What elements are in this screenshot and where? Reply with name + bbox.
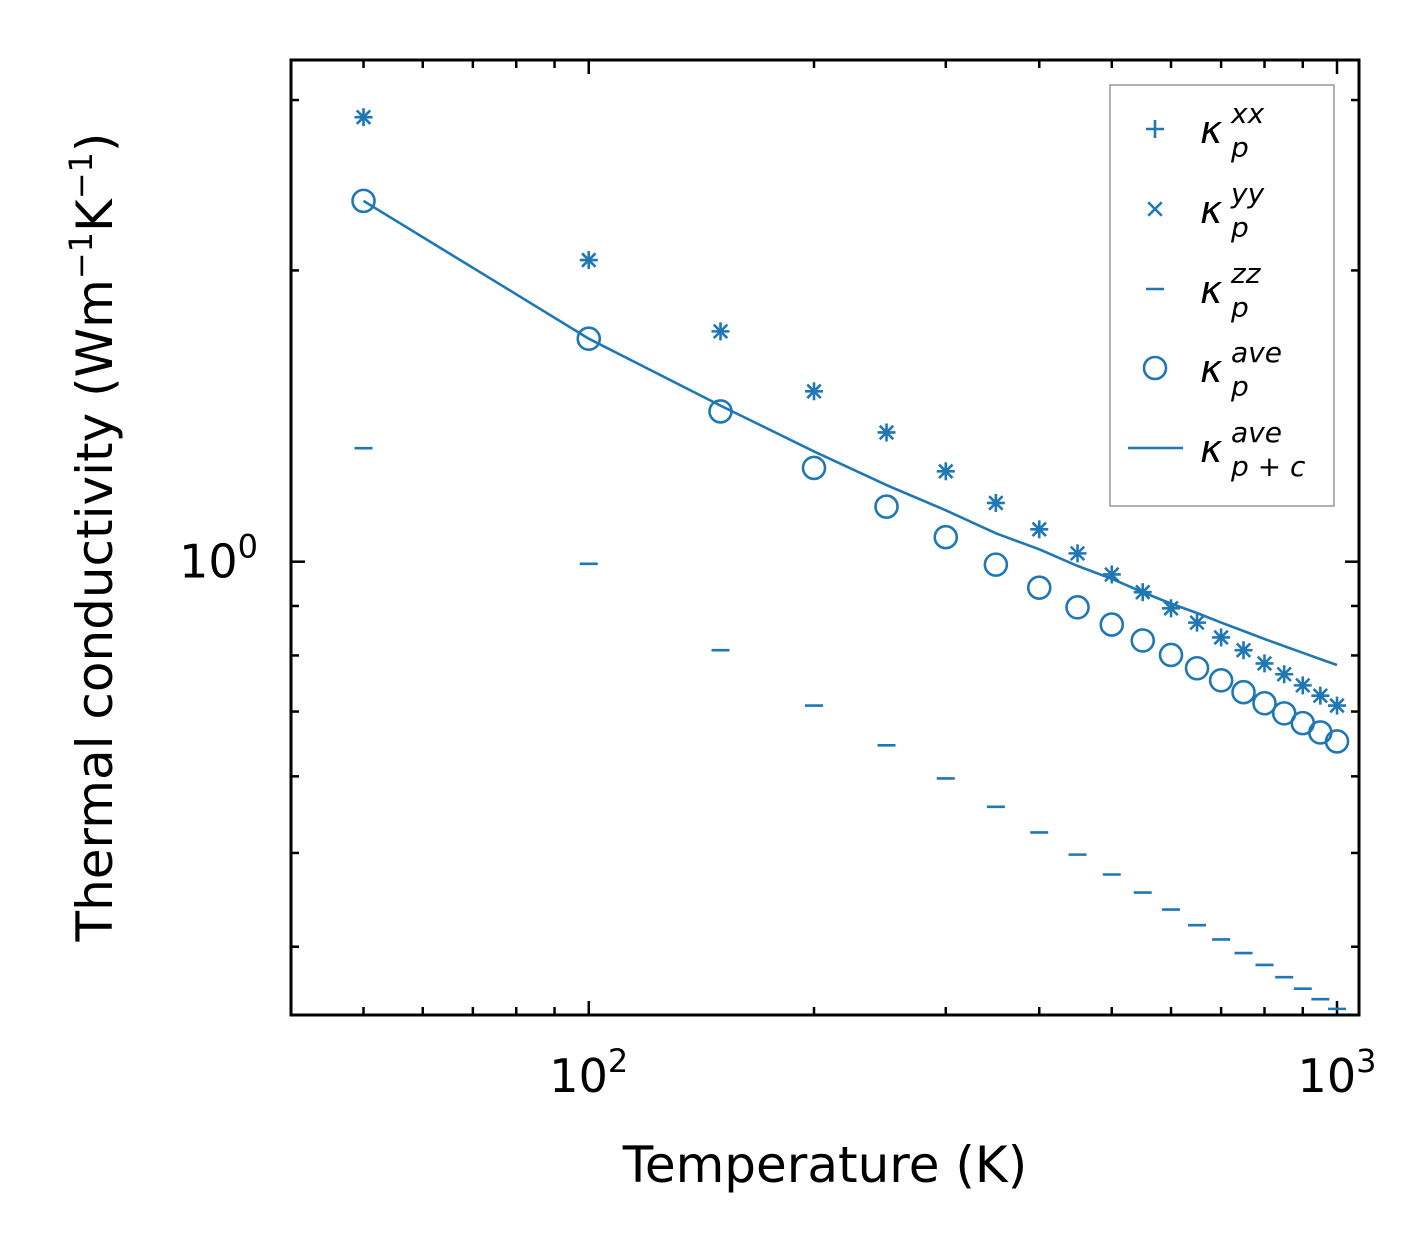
data-point-x-d2 bbox=[1329, 697, 1345, 714]
data-point-x-d2 bbox=[355, 109, 372, 125]
data-point-x bbox=[1276, 666, 1292, 682]
data-point-x bbox=[1235, 642, 1252, 658]
labels-layer: Temperature (K) Thermal conductivity (Wm… bbox=[62, 133, 1376, 1194]
data-point-x bbox=[988, 495, 1004, 511]
plot-frame bbox=[289, 58, 1361, 1017]
data-point-x bbox=[1031, 521, 1047, 538]
data-point-circle bbox=[1099, 612, 1125, 637]
data-point-x-d2 bbox=[988, 495, 1004, 511]
legend-item-plus: κ xxp bbox=[1146, 97, 1265, 164]
data-point-x-d2 bbox=[1069, 545, 1086, 562]
data-point-circle bbox=[576, 326, 602, 352]
data-point-x bbox=[938, 463, 954, 479]
data-point-x bbox=[806, 383, 822, 399]
x-tick-label: 103 bbox=[1298, 1042, 1377, 1103]
legend-label-sup: zz bbox=[1230, 257, 1262, 290]
data-point-x-d2 bbox=[581, 252, 597, 268]
legend-item-hline: κ zzp bbox=[1146, 257, 1262, 324]
data-point-circle bbox=[801, 455, 827, 481]
data-point-x bbox=[878, 424, 895, 441]
data-point-x-d2 bbox=[1276, 666, 1292, 682]
legend-label-sub: p bbox=[1230, 211, 1249, 244]
data-point-x bbox=[1189, 614, 1205, 631]
legend-label-sup: ave bbox=[1231, 336, 1282, 369]
data-point-circle bbox=[1026, 575, 1052, 600]
legend-swatch-plus bbox=[1146, 120, 1164, 138]
series-hline bbox=[354, 446, 1347, 1011]
data-point-circle bbox=[708, 399, 733, 424]
legend-item-x: κ yyp bbox=[1147, 177, 1265, 244]
data-point-x-d2 bbox=[1295, 677, 1311, 694]
legend-label: κ bbox=[1200, 427, 1223, 471]
data-point-circle bbox=[1158, 642, 1184, 668]
legend-label: κ bbox=[1200, 347, 1223, 391]
data-point-circle bbox=[933, 524, 959, 550]
legend-label-sub: p bbox=[1230, 131, 1249, 164]
legend-label-sup: xx bbox=[1230, 97, 1265, 130]
data-point-circle bbox=[1308, 720, 1333, 745]
data-point-circle bbox=[1271, 701, 1297, 726]
data-point-x-d2 bbox=[1031, 521, 1047, 538]
data-point-x-d2 bbox=[806, 383, 822, 399]
data-point-circle bbox=[1324, 729, 1350, 754]
data-point-x bbox=[1256, 655, 1273, 672]
data-point-x bbox=[1069, 545, 1086, 562]
data-point-circle bbox=[1208, 668, 1234, 693]
data-point-x bbox=[712, 323, 729, 340]
data-point-circle bbox=[1065, 595, 1090, 620]
data-point-circle bbox=[1130, 628, 1156, 653]
legend-label: κ bbox=[1200, 188, 1223, 232]
legend-label-sub: p bbox=[1230, 291, 1249, 324]
data-point-x-d2 bbox=[878, 424, 895, 441]
legend-swatch-x bbox=[1147, 201, 1163, 217]
data-point-x bbox=[1213, 629, 1229, 646]
data-layer bbox=[351, 108, 1350, 1011]
data-point-x-d2 bbox=[1213, 629, 1229, 646]
legend-label: κ bbox=[1200, 268, 1223, 312]
legend-label-sup: ave bbox=[1231, 416, 1282, 449]
data-point-circle bbox=[1231, 679, 1256, 705]
y-axis-label: Thermal conductivity (Wm−1K−1) bbox=[62, 133, 124, 943]
legend-swatch-x-d2 bbox=[1147, 201, 1163, 217]
legend-swatch-circle bbox=[1142, 355, 1168, 381]
series-line bbox=[362, 199, 1338, 667]
data-point-circle bbox=[1184, 655, 1210, 681]
data-point-x bbox=[581, 252, 597, 268]
data-point-x-d2 bbox=[938, 463, 954, 479]
data-point-circle bbox=[874, 494, 899, 519]
legend-frame bbox=[1109, 84, 1335, 507]
legend-label-sup: yy bbox=[1230, 177, 1265, 210]
x-tick-label: 102 bbox=[549, 1042, 628, 1103]
series-circle bbox=[351, 188, 1350, 754]
series-x bbox=[355, 109, 1345, 714]
data-point-x bbox=[1104, 566, 1120, 583]
data-point-x-d2 bbox=[1235, 642, 1252, 658]
data-point-x bbox=[1329, 697, 1345, 714]
legend-label-sub: p + c bbox=[1230, 450, 1306, 483]
data-point-circle bbox=[351, 188, 376, 214]
data-point-circle bbox=[983, 552, 1009, 577]
series-line-kappa-p-plus-c-ave bbox=[362, 199, 1338, 667]
data-point-x bbox=[1295, 677, 1311, 694]
data-point-x bbox=[355, 109, 372, 125]
data-point-x-d2 bbox=[1163, 600, 1179, 616]
data-point-circle bbox=[1252, 690, 1277, 716]
legend-label-sub: p bbox=[1230, 370, 1249, 403]
data-point-x-d2 bbox=[1189, 614, 1205, 631]
data-point-x bbox=[1312, 687, 1329, 704]
data-point-x-d2 bbox=[1312, 687, 1329, 704]
x-axis-label: Temperature (K) bbox=[622, 1136, 1027, 1194]
data-point-x bbox=[1163, 600, 1179, 616]
data-point-x-d2 bbox=[712, 323, 729, 340]
data-point-x-d2 bbox=[1104, 566, 1120, 583]
y-tick-label: 100 bbox=[179, 528, 258, 589]
legend-label: κ bbox=[1200, 108, 1223, 152]
data-point-x-d2 bbox=[1256, 655, 1273, 672]
